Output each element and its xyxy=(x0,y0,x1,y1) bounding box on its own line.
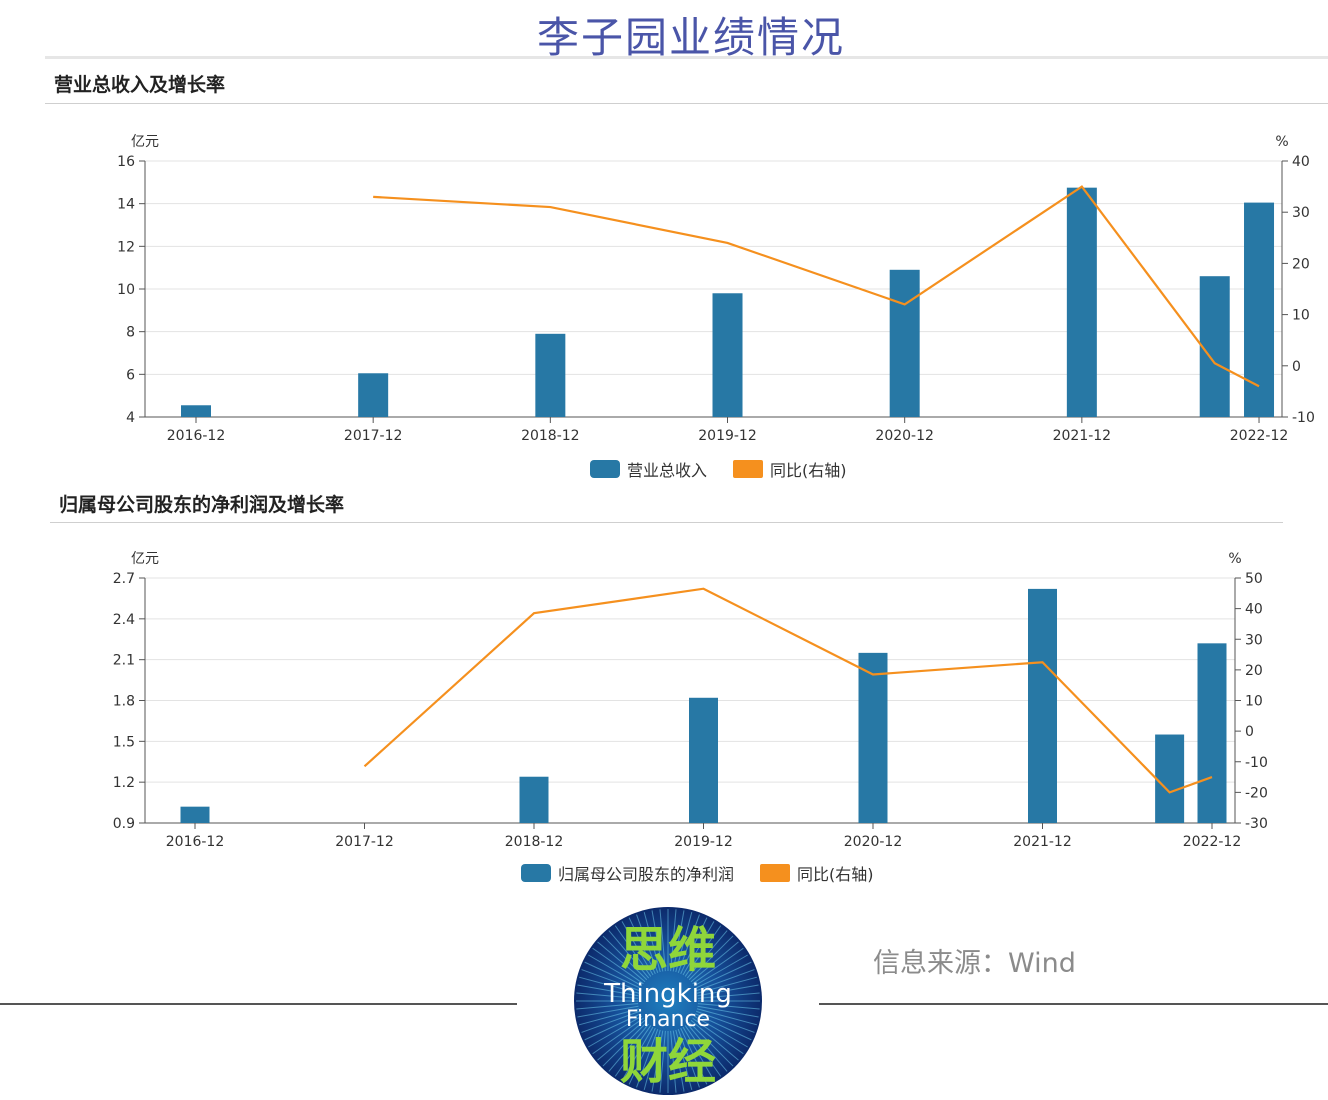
logo-text-finance: Finance xyxy=(626,1007,710,1032)
chart2-bar xyxy=(689,697,718,823)
chart1-x-tick-label: 2019-12 xyxy=(698,428,757,444)
chart2-left-tick-label: 1.2 xyxy=(113,775,135,791)
chart2-bar xyxy=(180,806,210,823)
chart1-yoy-line xyxy=(373,185,1260,388)
chart2-right-tick-label: -20 xyxy=(1245,785,1268,801)
chart2-x-tick-label: 2018-12 xyxy=(505,834,564,850)
chart2-right-tick-label: 30 xyxy=(1245,632,1263,648)
chart2-yoy-line xyxy=(363,587,1213,794)
chart1-x-tick-label: 2016-12 xyxy=(167,428,226,444)
chart1-legend-bar-swatch[interactable] xyxy=(590,460,620,478)
chart2-bar xyxy=(1155,734,1185,823)
chart1-x-tick-label: 2021-12 xyxy=(1053,428,1112,444)
chart2-right-tick-label: 10 xyxy=(1245,694,1263,710)
chart2-left-unit: 亿元 xyxy=(131,551,159,567)
footer-rule-left xyxy=(0,1003,517,1005)
chart2-bar xyxy=(1197,643,1227,823)
chart1-bar xyxy=(1199,276,1230,417)
footer-rule-right xyxy=(819,1003,1328,1005)
chart1-right-unit: % xyxy=(1275,134,1288,150)
chart1-left-tick-label: 6 xyxy=(126,367,135,383)
chart2-right-tick-label: -30 xyxy=(1245,816,1268,832)
chart1-bar xyxy=(181,405,211,417)
page-title: 李子园业绩情况 xyxy=(536,13,845,62)
chart1-right-tick-label: 10 xyxy=(1292,308,1310,324)
chart2-title: 归属母公司股东的净利润及增长率 xyxy=(59,494,345,516)
chart2-bar xyxy=(858,652,888,823)
chart1-bar xyxy=(712,293,743,417)
logo-emblem: 思维 Thingking Finance 财经 xyxy=(574,907,762,1095)
chart2-left-tick-label: 1.5 xyxy=(113,734,135,750)
chart2-x-tick-label: 2021-12 xyxy=(1013,834,1072,850)
chart2-right-tick-label: 20 xyxy=(1245,663,1263,679)
chart1-title-rule xyxy=(45,103,1328,104)
chart1-left-tick-label: 10 xyxy=(117,282,135,298)
chart1-left-tick-label: 12 xyxy=(117,239,135,255)
chart2-left-tick-label: 2.1 xyxy=(113,653,135,669)
chart2-right-tick-label: -10 xyxy=(1245,755,1268,771)
thinking-finance-logo: 思维 Thingking Finance 财经 xyxy=(573,906,763,1096)
chart1-legend-line-label[interactable]: 同比(右轴) xyxy=(770,461,847,480)
source-note: 信息来源：Wind xyxy=(873,948,1076,979)
chart1-bar xyxy=(1066,187,1097,417)
chart1-left-tick-label: 8 xyxy=(126,325,135,341)
chart2-right-unit: % xyxy=(1228,551,1241,567)
chart1-x-tick-label: 2018-12 xyxy=(521,428,580,444)
chart1-left-tick-label: 16 xyxy=(117,154,135,170)
chart2-title-rule xyxy=(50,522,1283,523)
chart2-legend-bar-swatch[interactable] xyxy=(521,864,551,882)
net-profit-chart: 0.9 1.2 1.5 1.8 2.1 2.4 2.7 -30 -20 -10 0 10 20 30 40 5… xyxy=(113,551,1268,884)
chart2-left-tick-label: 0.9 xyxy=(113,816,135,832)
title-divider xyxy=(45,56,1328,59)
chart2-right-tick-label: 0 xyxy=(1245,724,1254,740)
chart2-x-tick-label: 2019-12 xyxy=(674,834,733,850)
chart1-title: 营业总收入及增长率 xyxy=(54,74,226,96)
chart1-right-tick-label: -10 xyxy=(1292,410,1315,426)
chart1-x-tick-label: 2020-12 xyxy=(875,428,934,444)
chart1-left-tick-label: 14 xyxy=(117,197,135,213)
chart2-legend-line-swatch[interactable] xyxy=(760,864,790,882)
chart2-left-tick-label: 2.4 xyxy=(113,612,135,628)
chart1-x-tick-label: 2022-12 xyxy=(1230,428,1289,444)
chart1-right-tick-label: 20 xyxy=(1292,256,1310,272)
chart2-x-tick-label: 2020-12 xyxy=(844,834,903,850)
revenue-chart: 4 6 8 10 12 14 16 -10 0 10 20 30 40 亿元 % 2016-12 2017-12… xyxy=(117,134,1315,480)
logo-text-top: 思维 xyxy=(620,922,716,978)
logo-text-bottom: 财经 xyxy=(620,1034,716,1090)
chart1-right-tick-label: 0 xyxy=(1292,359,1301,375)
chart2-x-tick-label: 2016-12 xyxy=(166,834,225,850)
chart2-x-tick-label: 2022-12 xyxy=(1183,834,1242,850)
chart2-right-tick-label: 40 xyxy=(1245,602,1263,618)
chart2-bar xyxy=(519,776,549,823)
chart1-right-tick-label: 40 xyxy=(1292,154,1310,170)
chart2-left-tick-label: 1.8 xyxy=(113,694,135,710)
chart2-legend-line-label[interactable]: 同比(右轴) xyxy=(797,865,874,884)
logo-text-thingking: Thingking xyxy=(603,979,732,1009)
chart2-right-tick-label: 50 xyxy=(1245,571,1263,587)
chart1-bar xyxy=(535,333,566,417)
chart2-left-tick-label: 2.7 xyxy=(113,571,135,587)
chart1-x-tick-label: 2017-12 xyxy=(344,428,403,444)
chart1-right-tick-label: 30 xyxy=(1292,205,1310,221)
chart1-left-tick-label: 4 xyxy=(126,410,135,426)
chart2-legend-bar-label[interactable]: 归属母公司股东的净利润 xyxy=(558,865,734,884)
chart1-left-unit: 亿元 xyxy=(131,134,159,150)
chart1-legend-line-swatch[interactable] xyxy=(733,460,763,478)
chart2-x-tick-label: 2017-12 xyxy=(335,834,394,850)
chart2-bar xyxy=(1028,588,1057,823)
chart1-legend-bar-label[interactable]: 营业总收入 xyxy=(627,461,707,480)
chart1-bar xyxy=(358,373,389,417)
chart1-bar xyxy=(889,269,920,417)
